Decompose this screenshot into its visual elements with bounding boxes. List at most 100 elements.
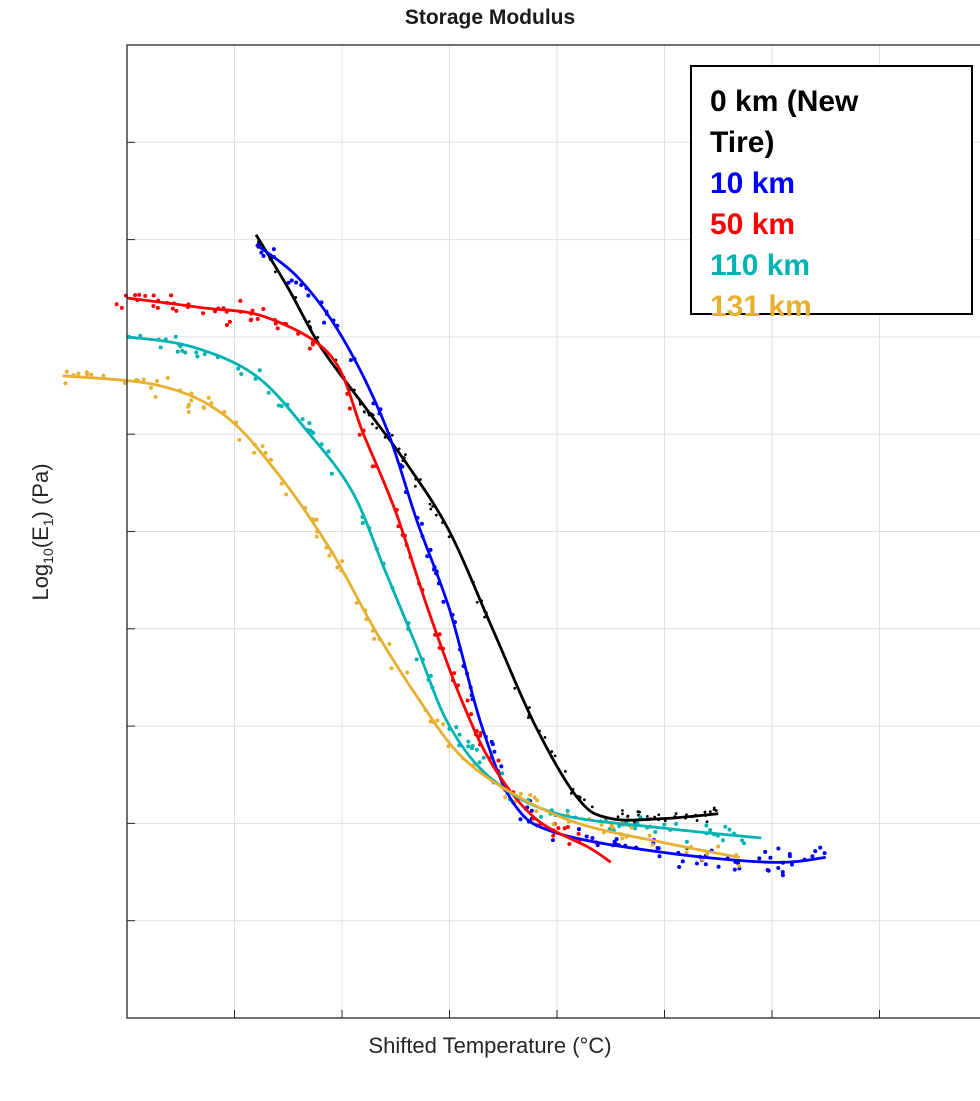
data-point-50-km	[228, 320, 232, 324]
data-point-131-km	[65, 370, 69, 374]
data-point-131-km	[76, 372, 80, 376]
data-point-110-km	[475, 748, 479, 752]
data-point-131-km	[435, 718, 439, 722]
data-point-131-km	[237, 438, 241, 442]
data-point-0-km-new-tire	[621, 812, 624, 815]
data-point-110-km	[236, 367, 240, 371]
data-point-131-km	[648, 834, 652, 838]
data-point-50-km	[151, 304, 155, 308]
data-point-110-km	[258, 368, 262, 372]
data-point-50-km	[348, 406, 352, 410]
data-point-10-km	[294, 281, 298, 285]
data-point-110-km	[633, 826, 637, 830]
data-point-10-km	[818, 846, 822, 850]
data-point-131-km	[528, 793, 532, 797]
data-point-110-km	[267, 391, 271, 395]
data-point-0-km-new-tire	[371, 423, 374, 426]
data-point-131-km	[600, 823, 604, 827]
data-point-0-km-new-tire	[375, 427, 378, 430]
data-point-131-km	[315, 535, 319, 539]
data-point-10-km	[349, 358, 353, 362]
data-point-50-km	[567, 842, 571, 846]
data-point-10-km	[768, 856, 772, 860]
data-point-10-km	[813, 849, 817, 853]
data-point-10-km	[733, 868, 737, 872]
data-point-131-km	[189, 398, 193, 402]
legend-entry-110km: 110 km	[710, 245, 971, 286]
data-point-10-km	[776, 866, 780, 870]
data-point-50-km	[563, 826, 567, 830]
data-point-110-km	[180, 349, 184, 353]
data-point-110-km	[327, 449, 331, 453]
data-point-10-km	[492, 750, 496, 754]
data-point-110-km	[280, 404, 284, 408]
data-point-131-km	[503, 795, 507, 799]
fit-curve-50-km	[127, 298, 611, 862]
data-point-10-km	[788, 852, 792, 856]
data-point-50-km	[497, 758, 501, 762]
data-point-110-km	[415, 657, 419, 661]
data-point-131-km	[552, 822, 556, 826]
data-point-110-km	[704, 823, 708, 827]
data-point-50-km	[577, 832, 581, 836]
data-point-10-km	[590, 836, 594, 840]
data-point-110-km	[482, 756, 486, 760]
data-point-131-km	[207, 396, 211, 400]
data-point-131-km	[327, 554, 331, 558]
data-point-10-km	[657, 846, 661, 850]
data-point-10-km	[259, 251, 263, 255]
data-point-131-km	[85, 370, 89, 374]
data-point-131-km	[186, 405, 190, 409]
data-point-110-km	[539, 815, 543, 819]
data-point-10-km	[810, 854, 814, 858]
data-point-131-km	[716, 845, 720, 849]
data-point-0-km-new-tire	[709, 810, 712, 813]
data-point-0-km-new-tire	[544, 736, 547, 739]
data-point-110-km	[674, 822, 678, 826]
data-point-110-km	[727, 828, 731, 832]
data-point-50-km	[249, 318, 253, 322]
data-point-110-km	[174, 335, 178, 339]
data-point-0-km-new-tire	[591, 805, 594, 808]
data-point-50-km	[152, 293, 156, 297]
data-point-110-km	[685, 840, 689, 844]
data-point-131-km	[372, 637, 376, 641]
data-point-110-km	[176, 350, 180, 354]
data-point-0-km-new-tire	[554, 754, 557, 757]
data-point-10-km	[681, 859, 685, 863]
data-point-0-km-new-tire	[564, 770, 567, 773]
data-point-110-km	[721, 838, 725, 842]
data-point-0-km-new-tire	[675, 812, 678, 815]
data-point-110-km	[466, 740, 470, 744]
data-point-131-km	[389, 666, 393, 670]
legend-entry-0km: 0 km (New Tire)	[710, 81, 920, 163]
data-point-50-km	[556, 826, 560, 830]
data-point-0-km-new-tire	[308, 320, 311, 323]
data-point-10-km	[776, 847, 780, 851]
data-point-131-km	[166, 376, 170, 380]
data-point-10-km	[290, 278, 294, 282]
data-point-131-km	[387, 642, 391, 646]
data-point-0-km-new-tire	[429, 503, 432, 506]
data-point-131-km	[63, 381, 67, 385]
data-point-110-km	[330, 472, 334, 476]
data-point-0-km-new-tire	[435, 514, 438, 517]
data-point-0-km-new-tire	[363, 411, 366, 414]
data-point-110-km	[500, 771, 504, 775]
data-point-10-km	[420, 522, 424, 526]
data-point-0-km-new-tire	[513, 687, 516, 690]
data-point-50-km	[466, 698, 470, 702]
data-point-0-km-new-tire	[621, 809, 624, 812]
data-point-110-km	[361, 521, 365, 525]
data-point-10-km	[613, 840, 617, 844]
data-point-10-km	[717, 865, 721, 869]
data-point-131-km	[340, 559, 344, 563]
data-point-0-km-new-tire	[414, 485, 417, 488]
data-point-131-km	[142, 378, 146, 382]
data-point-131-km	[405, 670, 409, 674]
data-point-50-km	[311, 343, 315, 347]
data-point-110-km	[466, 744, 470, 748]
data-point-110-km	[566, 809, 570, 813]
data-point-50-km	[169, 293, 173, 297]
data-point-131-km	[187, 410, 191, 414]
